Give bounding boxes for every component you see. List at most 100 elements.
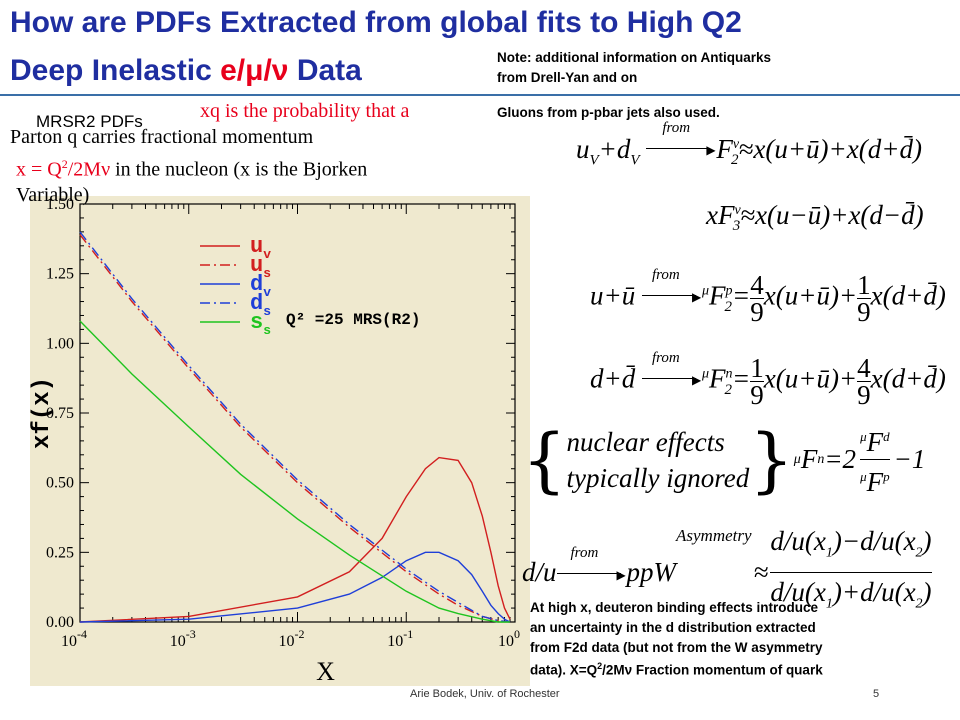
x-tick-label: 10-2 xyxy=(279,627,305,650)
y-tick-label: 1.25 xyxy=(46,266,74,283)
x-tick-label: 100 xyxy=(498,627,520,650)
bjorken-x-part3: in the nucleon (x is the Bjorken xyxy=(110,158,368,181)
f1-nu: ν xyxy=(732,137,740,152)
f4-mu: μ xyxy=(701,366,710,382)
f6-from-arrow: from ▶ xyxy=(556,545,627,583)
f3-2: 2 xyxy=(724,299,733,316)
definition-line2: Parton q carries fractional momentum xyxy=(10,126,314,148)
pdf-chart: 0.00 0.25 0.50 0.75 1.00 1.25 1.50 10-4 10-3 10-2… xyxy=(30,196,520,686)
f4-eq: = xyxy=(732,363,751,394)
series-line-u-v xyxy=(79,456,511,623)
f6-den-s1: 1 xyxy=(825,596,833,612)
f4-frac1-den: 9 xyxy=(750,380,764,410)
title-part-c: Data xyxy=(288,54,362,87)
f2-nu: ν xyxy=(734,203,741,218)
f3-lhs: u+ū xyxy=(590,280,636,311)
f2-expr: ≈x(u−ū)+x(d−d̄) xyxy=(740,200,924,230)
f4-frac2-den: 9 xyxy=(857,380,871,410)
f3-from-arrow: from ▶ xyxy=(641,267,702,305)
bottom-line1: At high x, deuteron binding effects intr… xyxy=(530,600,819,615)
f1-expr: ≈x(u+ū)+x(d+d̄) xyxy=(738,134,922,164)
f3-frac2-den: 9 xyxy=(857,297,871,327)
note-line2: from Drell-Yan and on xyxy=(497,70,638,85)
f5-line1: nuclear effects xyxy=(566,426,725,457)
legend-label-s-s: ss xyxy=(250,310,271,338)
f5-num-F: F xyxy=(866,427,884,457)
f4-lhs: d+d̄ xyxy=(590,363,636,394)
f5-n: n xyxy=(817,451,825,467)
title-divider xyxy=(0,94,960,96)
definition-line4: Variable) xyxy=(16,184,90,206)
f5-brace-left: { xyxy=(522,418,567,501)
bottom-line4-c: /2Mν Fraction momentum of quark xyxy=(602,662,823,678)
legend-label-u-v: uv xyxy=(250,234,271,262)
formula-f2n: d+d̄ from ▶ μFn2= 1 9 x(u+ū)+ 4 9 x(d+d̄) xyxy=(590,350,946,410)
f3-eq: = xyxy=(732,280,751,311)
chart-panel: 0.00 0.25 0.50 0.75 1.00 1.25 1.50 10-4 10-3 10-2… xyxy=(30,196,530,686)
bottom-line4: data). X=Q2/2Mν Fraction momentum of qua… xyxy=(530,661,823,678)
f6-den: d/u(x1)+d/u(x2) xyxy=(770,573,931,623)
title-part-a: Deep Inelastic xyxy=(10,54,221,87)
f4-frac2-num: 4 xyxy=(857,353,871,383)
f5-frac: μFd μFp xyxy=(860,420,890,499)
f3-mid: x(u+ū)+ xyxy=(763,280,858,311)
f6-den-a: d/u(x xyxy=(770,577,826,608)
f5-note: nuclear effects typically ignored xyxy=(567,424,750,496)
f5-brace-right: } xyxy=(749,418,794,501)
y-tick-label: 1.00 xyxy=(46,335,74,352)
f1-u-sub: V xyxy=(589,152,599,169)
f4-frac1-num: 1 xyxy=(750,353,764,383)
f5-minus-one: −1 xyxy=(893,444,926,474)
f5-frac-den: μFp xyxy=(860,460,890,499)
f3-frac2-num: 1 xyxy=(857,270,871,300)
slide-title-line1: How are PDFs Extracted from global fits … xyxy=(10,6,742,39)
title-part-probes: e/μ/ν xyxy=(220,54,289,87)
f1-2: 2 xyxy=(731,152,739,169)
f6-num-s2: 2 xyxy=(915,545,923,561)
legend-label-d-v: dv xyxy=(250,272,271,300)
footer-author: Arie Bodek, Univ. of Rochester xyxy=(410,688,560,700)
page-number: 5 xyxy=(873,688,880,700)
y-tick-label: 0.50 xyxy=(46,475,74,492)
f6-lhs: d/u xyxy=(522,557,557,588)
f1-d-sub: V xyxy=(630,152,640,169)
f5-den-F: F xyxy=(866,467,884,497)
note-line3: Gluons from p-pbar jets also used. xyxy=(497,105,720,120)
f5-num-mu: μ xyxy=(860,429,867,444)
f5-den-p: p xyxy=(883,469,890,484)
f3-p: p xyxy=(725,283,733,299)
f4-F: F xyxy=(709,363,726,394)
f4-2: 2 xyxy=(724,382,733,399)
f6-num-c: ) xyxy=(922,526,932,556)
mrsr2-label: MRSR2 PDFs xyxy=(36,112,143,131)
definition-line1: xq is the probability that a xyxy=(200,100,410,122)
bottom-line4-a: data). X=Q xyxy=(530,662,598,678)
legend-label-u-s: us xyxy=(250,253,271,281)
formula-f2nu: uV+dV from ▶ Fν2≈x(u+ū)+x(d+d̄) xyxy=(576,120,922,169)
f5-mu: μ xyxy=(793,451,801,467)
y-tick-label: 0.00 xyxy=(46,614,74,631)
f5-eq: =2 xyxy=(824,444,857,474)
f6-num-b: )−d/u(x xyxy=(832,526,916,556)
x-tick-label: 10-3 xyxy=(170,627,196,650)
x-tick-label: 10-1 xyxy=(387,627,413,650)
f4-end: x(d+d̄) xyxy=(870,363,946,394)
x-tick-label: 10-4 xyxy=(61,627,87,650)
y-axis-label: xf(x) xyxy=(30,377,56,449)
note-line1: Note: additional information on Antiquar… xyxy=(497,50,771,65)
f6-num-a: d/u(x xyxy=(770,526,826,556)
slide-title-line2: Deep Inelastic e/μ/ν Data xyxy=(10,54,362,88)
bjorken-x-part1: x = Q xyxy=(16,158,62,181)
f2-xF: xF xyxy=(706,200,735,230)
bottom-line3: from F2d data (but not from the W asymme… xyxy=(530,640,823,655)
series-line-u-s xyxy=(79,234,511,623)
plot-frame xyxy=(79,203,516,623)
f5-frac-num: μFd xyxy=(860,420,890,460)
f6-den-s2: 2 xyxy=(915,596,923,612)
f4-from-arrow: from ▶ xyxy=(641,350,702,388)
f4-n: n xyxy=(725,366,733,382)
formula-f2p: u+ū from ▶ μFp2= 4 9 x(u+ū)+ 1 9 x(d+d̄) xyxy=(590,267,946,327)
